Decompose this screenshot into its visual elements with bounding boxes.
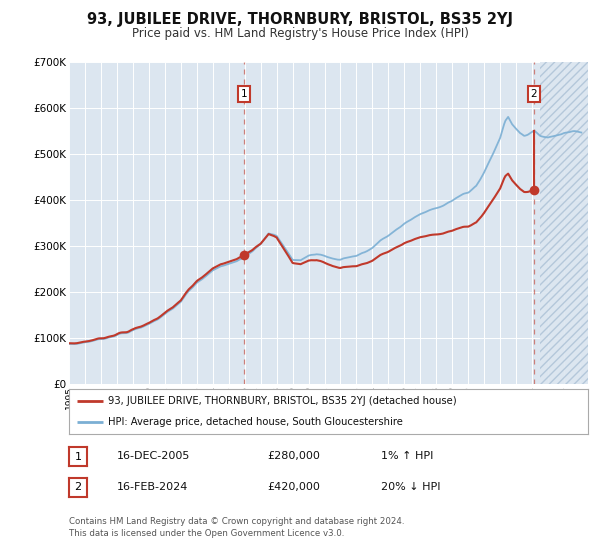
Text: 93, JUBILEE DRIVE, THORNBURY, BRISTOL, BS35 2YJ: 93, JUBILEE DRIVE, THORNBURY, BRISTOL, B… [87, 12, 513, 27]
Text: HPI: Average price, detached house, South Gloucestershire: HPI: Average price, detached house, Sout… [108, 417, 403, 427]
Text: Price paid vs. HM Land Registry's House Price Index (HPI): Price paid vs. HM Land Registry's House … [131, 27, 469, 40]
Text: 93, JUBILEE DRIVE, THORNBURY, BRISTOL, BS35 2YJ (detached house): 93, JUBILEE DRIVE, THORNBURY, BRISTOL, B… [108, 396, 457, 407]
Text: 1: 1 [74, 452, 82, 461]
Text: 16-DEC-2005: 16-DEC-2005 [117, 451, 190, 461]
Text: 1: 1 [241, 89, 247, 99]
Text: £280,000: £280,000 [267, 451, 320, 461]
Text: 16-FEB-2024: 16-FEB-2024 [117, 482, 188, 492]
Text: £420,000: £420,000 [267, 482, 320, 492]
Text: Contains HM Land Registry data © Crown copyright and database right 2024.: Contains HM Land Registry data © Crown c… [69, 517, 404, 526]
Text: 20% ↓ HPI: 20% ↓ HPI [381, 482, 440, 492]
Text: 2: 2 [531, 89, 538, 99]
Text: 2: 2 [74, 483, 82, 492]
Text: This data is licensed under the Open Government Licence v3.0.: This data is licensed under the Open Gov… [69, 529, 344, 538]
Bar [540, 62, 588, 384]
Text: 1% ↑ HPI: 1% ↑ HPI [381, 451, 433, 461]
